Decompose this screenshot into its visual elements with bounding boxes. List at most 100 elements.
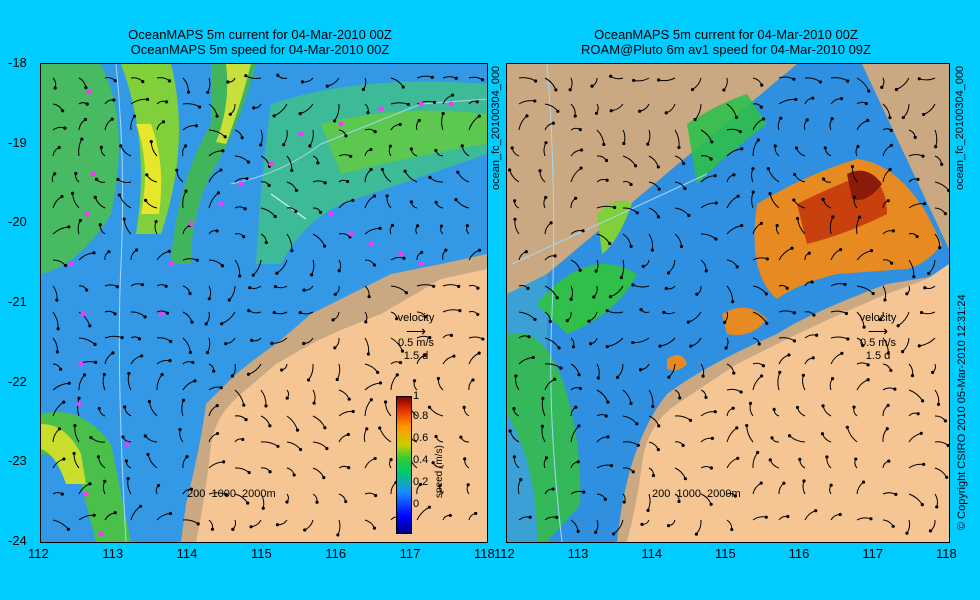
arrow-head <box>454 197 458 202</box>
y-tick-label: -21 <box>8 294 27 309</box>
x-tick-label: 118 <box>474 546 495 561</box>
speed-hotspot <box>667 355 687 371</box>
arrow-head <box>57 427 62 431</box>
arrow-head <box>452 354 456 358</box>
arrow-head <box>631 470 635 474</box>
arrow-head <box>576 529 580 533</box>
arrow-head <box>120 335 124 340</box>
arrow-head <box>184 189 188 193</box>
arrow-head <box>220 264 225 268</box>
arrow-head <box>272 114 276 118</box>
arrow-head <box>526 286 530 290</box>
arrow-head <box>113 79 117 83</box>
current-band <box>687 94 767 184</box>
arrow-head <box>280 368 284 372</box>
arrow-head <box>878 318 883 322</box>
arrow-head <box>889 368 893 373</box>
arrow-head <box>713 410 717 414</box>
arrow-head <box>852 405 856 409</box>
buoy-marker <box>368 241 374 247</box>
arrow-head <box>123 405 127 409</box>
arrow-head <box>635 211 639 215</box>
arrow-head <box>793 172 797 177</box>
arrow-head <box>760 374 764 378</box>
arrow-head <box>458 309 462 313</box>
arrow-head <box>185 455 189 459</box>
arrow-head <box>273 214 277 219</box>
arrow-head <box>107 250 111 254</box>
arrow-head <box>366 111 370 115</box>
left-map <box>40 63 488 543</box>
arrow-head <box>650 248 654 252</box>
arrow-head <box>219 168 223 172</box>
arrow-head <box>513 217 517 221</box>
arrow-head <box>945 475 949 479</box>
arrow-head <box>378 381 383 385</box>
arrow-head <box>63 126 67 130</box>
arrow-head <box>346 432 350 437</box>
arrow-head <box>188 291 192 296</box>
arrow-head <box>890 261 894 265</box>
left-velocity-legend: velocity ⟶ 0.5 m/s 1.5 d <box>386 312 446 363</box>
arrow-head <box>116 177 120 182</box>
arrow-head <box>845 425 849 429</box>
right-title: OceanMAPS 5m current for 04-Mar-2010 00Z… <box>516 27 936 57</box>
arrow-head <box>431 461 435 465</box>
arrow-head <box>571 345 575 349</box>
arrow-head <box>127 371 131 376</box>
arrow-head <box>331 318 335 322</box>
arrow-head <box>406 102 410 106</box>
arrow-head <box>574 196 578 200</box>
arrow-head <box>147 399 151 404</box>
arrow-head <box>428 336 432 340</box>
colorbar <box>396 396 412 534</box>
arrow-head <box>372 194 377 198</box>
arrow-head <box>894 492 898 496</box>
arrow-head <box>709 157 713 161</box>
arrow-head <box>223 135 227 139</box>
arrow-head <box>60 194 64 199</box>
arrow-head <box>261 506 265 510</box>
arrow-head <box>553 377 557 381</box>
arrow-head <box>246 160 251 164</box>
arrow-head <box>761 117 766 121</box>
arrow-head <box>843 282 847 287</box>
arrow-head <box>723 320 727 324</box>
arrow-head <box>88 482 92 486</box>
arrow-head <box>862 325 866 329</box>
arrow-head <box>423 353 427 357</box>
arrow-head <box>608 241 612 246</box>
arrow-head <box>294 209 298 213</box>
arrow-head <box>168 511 173 516</box>
arrow-head <box>268 424 272 428</box>
arrow-head <box>194 124 198 128</box>
current-band <box>41 424 86 484</box>
velocity-arrow: ⟶ <box>867 323 889 339</box>
arrow-head <box>83 117 87 122</box>
arrow-head <box>846 79 850 83</box>
arrow-head <box>604 158 609 163</box>
x-tick-label: 117 <box>399 546 421 561</box>
arrow-head <box>463 457 467 461</box>
arrow-head <box>290 168 294 173</box>
arrow-head <box>821 404 825 408</box>
arrow-head <box>242 235 246 239</box>
arrow-head <box>137 337 142 341</box>
arrow-head <box>646 508 650 512</box>
arrow-head <box>850 164 855 169</box>
buoy-markers <box>68 89 454 537</box>
arrow-head <box>886 199 890 203</box>
arrow-head <box>612 532 616 536</box>
arrow-head <box>740 147 744 151</box>
arrow-head <box>576 460 580 464</box>
arrow-head <box>694 532 699 536</box>
y-tick-label: -23 <box>8 453 27 469</box>
arrow-head <box>220 322 224 326</box>
arrow-head <box>167 249 171 254</box>
arrow-head <box>538 169 542 173</box>
arrow-head <box>765 321 769 325</box>
arrow-head <box>731 406 735 410</box>
arrow-head <box>531 355 535 360</box>
arrow-head <box>869 517 873 521</box>
arrow-head <box>861 480 866 484</box>
